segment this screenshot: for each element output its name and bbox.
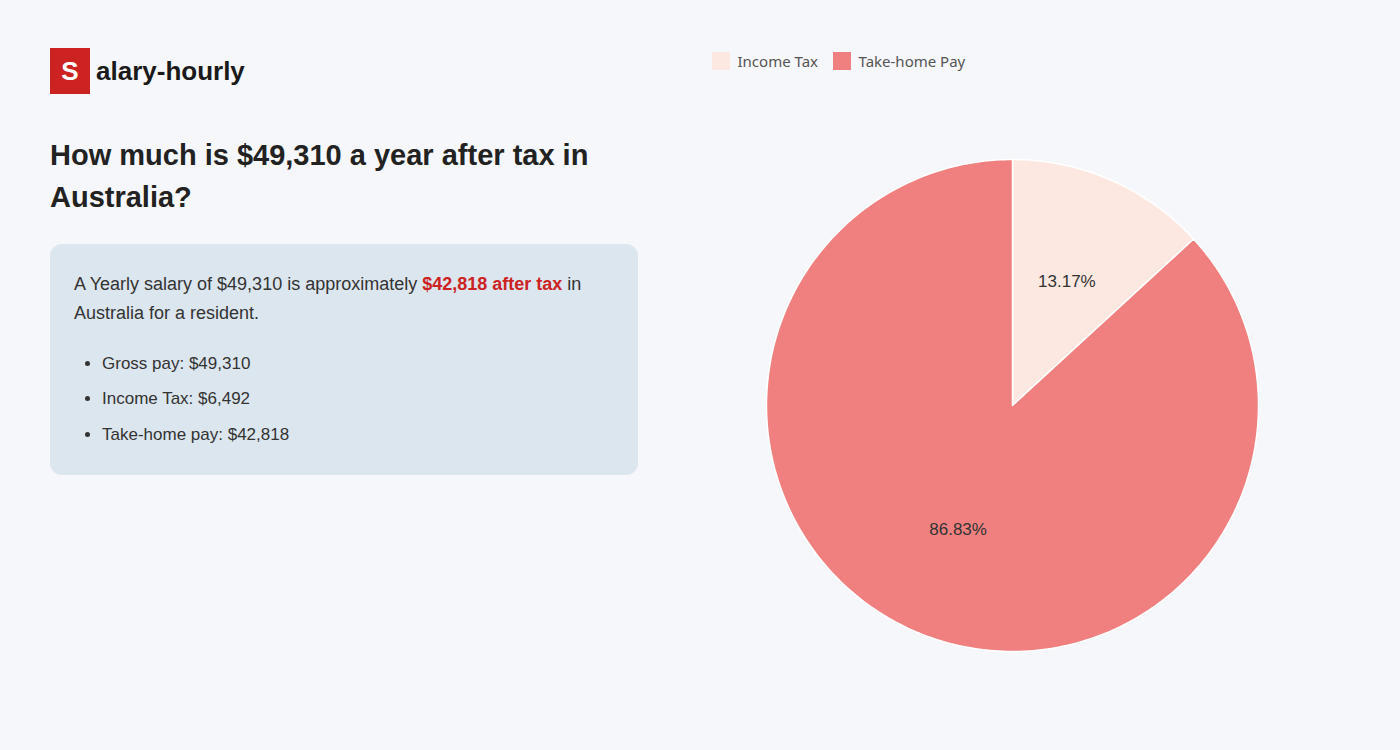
html-text:A Yearly salary of $49,310 is: A Yearly salary of $49,310 is approximat… <box>74 274 582 295</box>
svg-text:13.17%: 13.17% <box>1038 272 1096 291</box>
html-text:S: S <box>61 55 79 86</box>
html-text:alary-hourly: alary-hourly <box>96 55 245 86</box>
html-text:How much is $49,310 a year aft: How much is $49,310 a year after tax in … <box>50 139 589 213</box>
svg-text:86.83%: 86.83% <box>929 519 987 538</box>
html-text:Income Tax: $6,492: Income Tax: $6,492 <box>102 389 251 409</box>
html-text:Australia for a resident.: Australia for a resident. <box>74 302 260 323</box>
html-text:Gross pay: $49,310: Gross pay: $49,310 <box>102 353 251 373</box>
html-text:Income Tax: Income Tax <box>737 50 818 71</box>
html-text:Take-home pay: $42,818: Take-home pay: $42,818 <box>102 425 290 445</box>
html-text:Take-home Pay: Take-home Pay <box>858 50 966 71</box>
